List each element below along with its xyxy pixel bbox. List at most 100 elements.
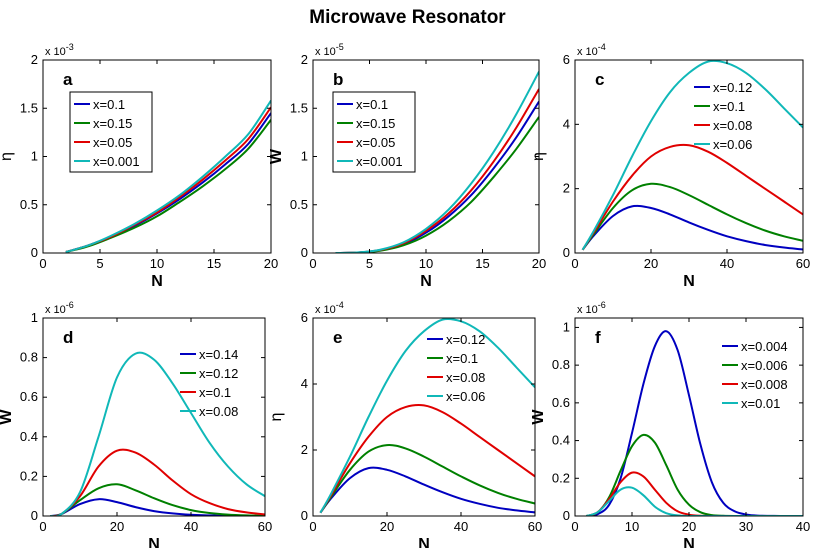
- panel-label: b: [333, 70, 343, 89]
- legend-entry: x=0.12: [713, 80, 752, 95]
- y-tick-label: 0: [301, 508, 308, 523]
- x-tick-label: 0: [571, 256, 578, 271]
- y-tick-label: 0.5: [20, 197, 38, 212]
- series-line-x=0.06: [319, 318, 535, 514]
- y-tick-label: 0: [563, 508, 570, 523]
- x-axis-label: N: [418, 536, 430, 548]
- legend-entry: x=0.1: [713, 99, 745, 114]
- x-axis-label: N: [420, 273, 432, 290]
- y-tick-label: 0.5: [290, 197, 308, 212]
- x-tick-label: 0: [39, 519, 46, 534]
- x-tick-label: 10: [150, 256, 164, 271]
- y-tick-label: 4: [301, 376, 308, 391]
- plot-frame: [312, 317, 536, 517]
- y-tick-label: 0.6: [552, 395, 570, 410]
- legend-entry: x=0.004: [741, 339, 788, 354]
- legend-entry: x=0.001: [356, 154, 403, 169]
- series-line-x=0.12: [50, 483, 265, 516]
- y-tick-label: 0.2: [552, 470, 570, 485]
- x-tick-label: 60: [796, 256, 810, 271]
- series-line-x=0.1: [581, 182, 803, 251]
- y-axis-label: W: [0, 409, 15, 425]
- legend-entry: x=0.06: [446, 389, 485, 404]
- x-tick-label: 20: [264, 256, 278, 271]
- figure-title: Microwave Resonator: [309, 7, 506, 28]
- y-tick-label: 0: [563, 245, 570, 260]
- legend-entry: x=0.006: [741, 358, 788, 373]
- y-tick-label: 0.8: [20, 350, 38, 365]
- legend-entry: x=0.008: [741, 377, 788, 392]
- series-line-x=0.08: [50, 351, 265, 516]
- y-tick-label: 0.2: [20, 468, 38, 483]
- x-tick-label: 5: [366, 256, 373, 271]
- legend: x=0.004 x=0.006 x=0.008 x=0.01: [722, 339, 788, 411]
- legend: x=0.14 x=0.12 x=0.1 x=0.08: [180, 347, 238, 419]
- legend-box: [332, 91, 416, 173]
- y-axis-label: η: [530, 152, 547, 161]
- legend-box: [69, 91, 153, 173]
- series-line-x=0.001: [65, 99, 271, 253]
- series-line-x=0.12: [319, 466, 535, 514]
- x-tick-label: 0: [309, 519, 316, 534]
- x-tick-label: 5: [96, 256, 103, 271]
- legend-entry: x=0.14: [199, 347, 238, 362]
- legend: x=0.12 x=0.1 x=0.08 x=0.06: [427, 332, 485, 404]
- y-tick-label: 0: [301, 245, 308, 260]
- y-tick-label: 1: [31, 310, 38, 325]
- y-tick-label: 2: [563, 181, 570, 196]
- panel-label: f: [595, 328, 601, 347]
- y-tick-label: 0: [31, 245, 38, 260]
- y-axis-label: η: [0, 152, 15, 161]
- x-tick-label: 15: [207, 256, 221, 271]
- y-tick-label: 0.6: [20, 389, 38, 404]
- series-line-x=0.006: [586, 433, 803, 516]
- x-tick-label: 0: [39, 256, 46, 271]
- y-tick-label: 2: [31, 52, 38, 67]
- x-tick-label: 20: [644, 256, 658, 271]
- legend-entry: x=0.12: [199, 366, 238, 381]
- series-line-x=0.004: [586, 330, 803, 516]
- legend-entry: x=0.1: [199, 385, 231, 400]
- legend-entry: x=0.12: [446, 332, 485, 347]
- y-tick-label: 1.5: [290, 100, 308, 115]
- x-axis-label: N: [683, 273, 695, 290]
- x-tick-label: 40: [720, 256, 734, 271]
- y-axis-label: W: [530, 409, 547, 425]
- y-axis-label: η: [268, 413, 285, 422]
- series-line-x=0.008: [586, 471, 803, 516]
- y-tick-label: 0.4: [552, 433, 570, 448]
- y-tick-label: 2: [301, 52, 308, 67]
- legend-entry: x=0.05: [93, 135, 132, 150]
- legend-entry: x=0.05: [356, 135, 395, 150]
- y-tick-label: 6: [301, 310, 308, 325]
- x-tick-label: 15: [475, 256, 489, 271]
- series-line-x=0.06: [581, 60, 803, 251]
- x-axis-label: N: [683, 536, 695, 548]
- y-tick-label: 0: [31, 508, 38, 523]
- y-tick-label: 0.4: [20, 429, 38, 444]
- x-tick-label: 20: [682, 519, 696, 534]
- x-tick-label: 10: [625, 519, 639, 534]
- x-axis-label: N: [148, 536, 160, 548]
- legend-entry: x=0.15: [356, 116, 395, 131]
- y-tick-label: 1: [301, 149, 308, 164]
- plot-frame: [42, 317, 266, 517]
- legend: x=0.12 x=0.1 x=0.08 x=0.06: [694, 80, 752, 152]
- axis-exponent-label: x 10-4: [577, 42, 606, 58]
- legend-entry: x=0.08: [199, 404, 238, 419]
- x-axis-label: N: [151, 273, 163, 290]
- panel-label: e: [333, 328, 342, 347]
- legend: x=0.1 x=0.15 x=0.05 x=0.001: [332, 91, 416, 173]
- axis-exponent-label: x 10-6: [45, 300, 74, 316]
- series-line-x=0.14: [50, 498, 265, 516]
- axis-exponent-label: x 10-4: [315, 300, 344, 316]
- y-tick-label: 2: [301, 442, 308, 457]
- plot-frame: [574, 59, 804, 254]
- series-line-x=0.08: [581, 143, 803, 251]
